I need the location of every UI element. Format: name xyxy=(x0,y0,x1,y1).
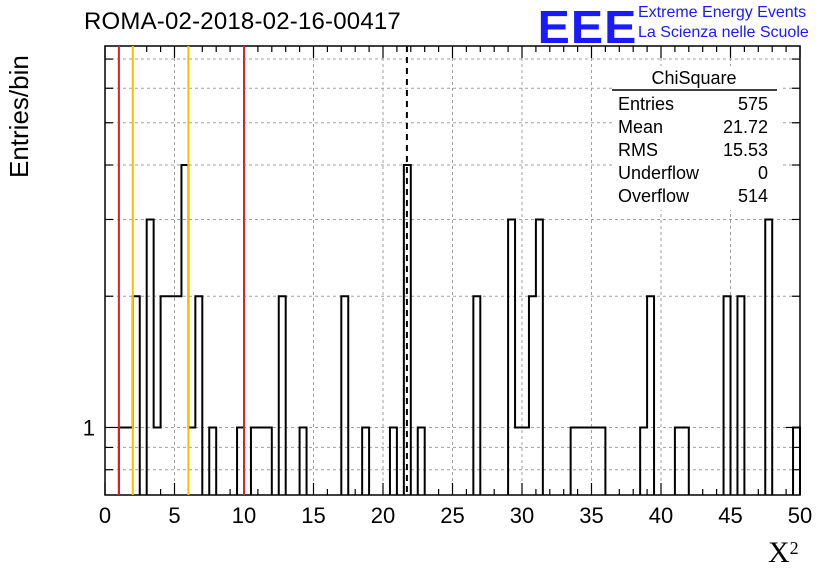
x-tick-label: 25 xyxy=(440,503,464,528)
x-tick-label: 30 xyxy=(510,503,534,528)
stats-label: Mean xyxy=(618,117,663,137)
stats-label: Entries xyxy=(618,94,674,114)
eee-logo: EEE xyxy=(537,1,638,53)
chart-title: ROMA-02-2018-02-16-00417 xyxy=(84,8,401,35)
logo-subtitle-1: Extreme Energy Events xyxy=(638,4,807,21)
x-tick-label: 35 xyxy=(579,503,603,528)
stats-value: 514 xyxy=(738,186,768,206)
histogram-bars xyxy=(117,164,801,495)
x-tick-label: 40 xyxy=(649,503,673,528)
x-tick-label: 45 xyxy=(718,503,742,528)
x-tick-label: 0 xyxy=(99,503,111,528)
stats-label: RMS xyxy=(618,140,658,160)
stats-title: ChiSquare xyxy=(651,68,736,88)
stats-label: Overflow xyxy=(618,186,690,206)
y-tick-label: 1 xyxy=(83,415,95,440)
stats-label: Underflow xyxy=(618,163,700,183)
x-tick-label: 50 xyxy=(788,503,812,528)
stats-value: 575 xyxy=(738,94,768,114)
stats-value: 21.72 xyxy=(723,117,768,137)
x-axis-label: X2 xyxy=(768,536,799,569)
logo-subtitle-2: La Scienza nelle Scuole xyxy=(638,24,809,41)
stats-value: 0 xyxy=(758,163,768,183)
x-tick-label: 5 xyxy=(168,503,180,528)
stats-value: 15.53 xyxy=(723,140,768,160)
x-tick-label: 10 xyxy=(232,503,256,528)
x-tick-label: 15 xyxy=(301,503,325,528)
x-tick-label: 20 xyxy=(371,503,395,528)
